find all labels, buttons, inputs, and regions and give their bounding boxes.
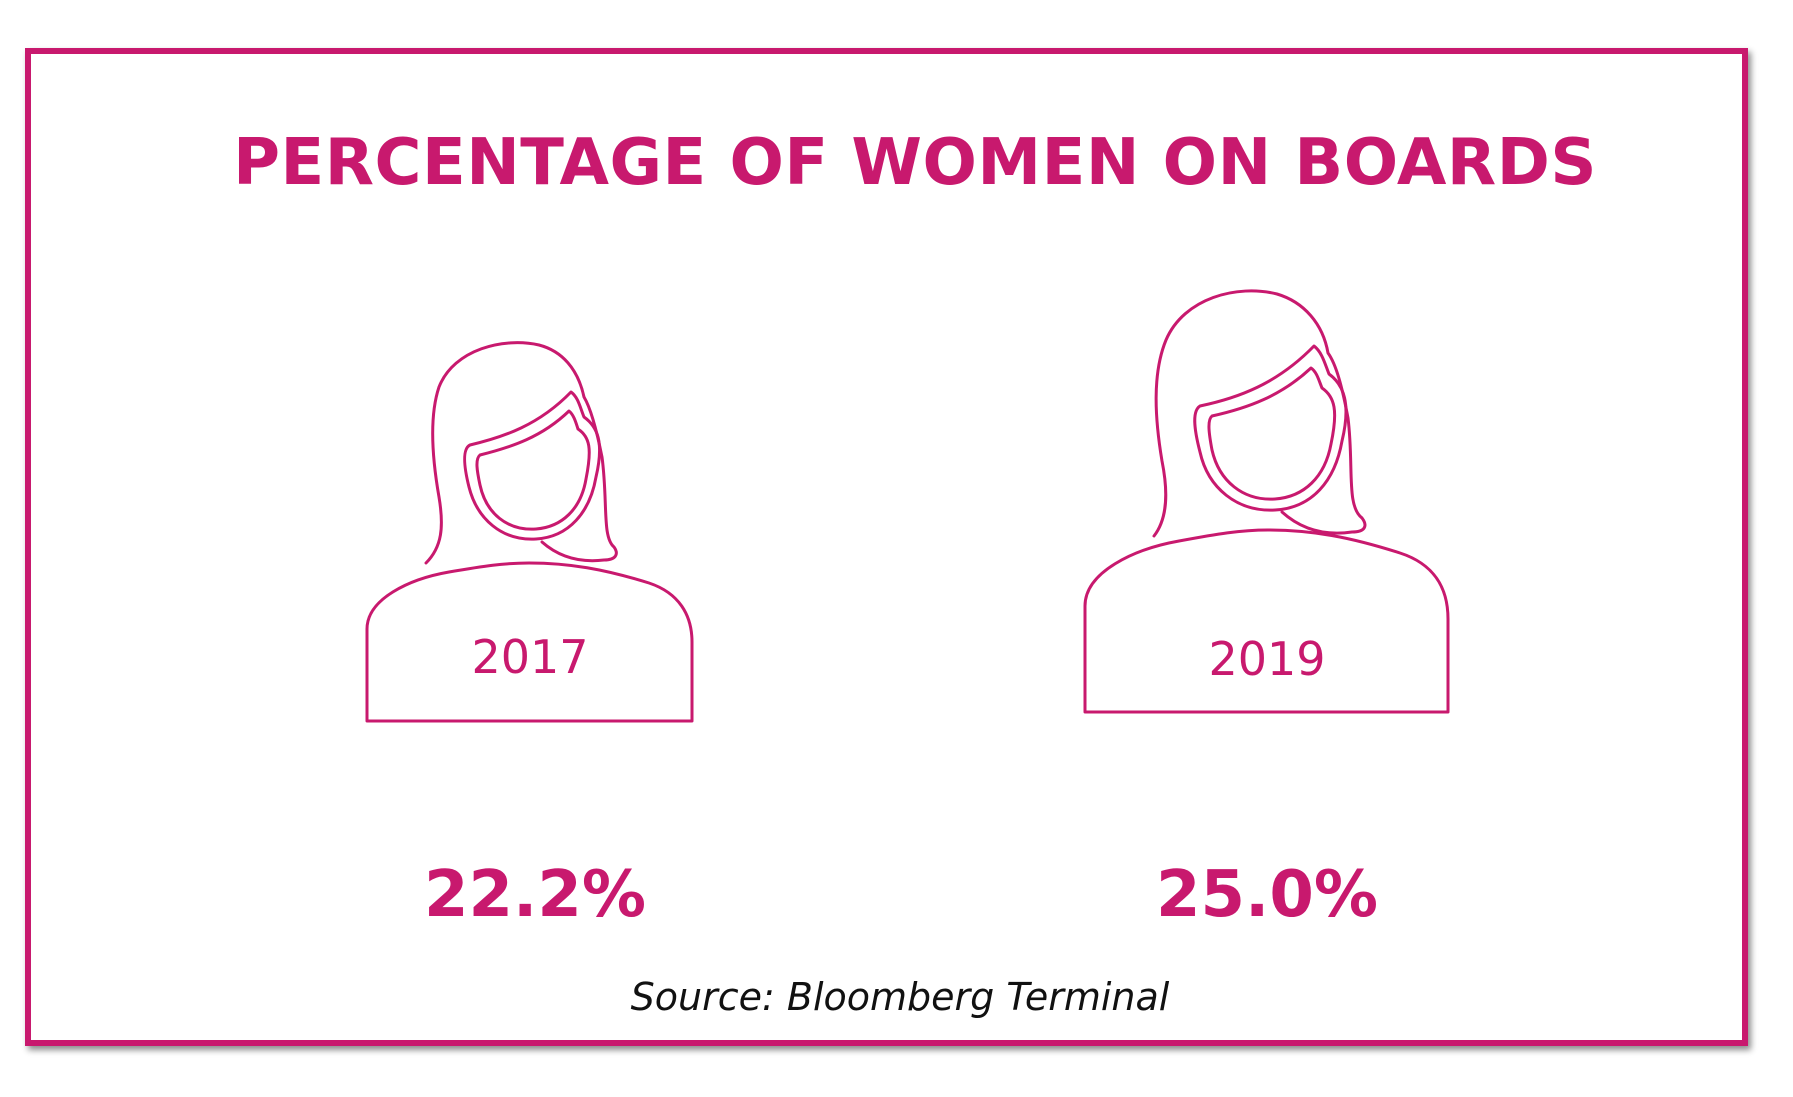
chart-title: PERCENTAGE OF WOMEN ON BOARDS — [233, 126, 1597, 200]
source-note: Source: Bloomberg Terminal — [630, 975, 1170, 1019]
value-label-2019: 25.0% — [1155, 858, 1379, 932]
infographic-frame — [25, 48, 1748, 1046]
woman-silhouette-icon-2017 — [365, 341, 694, 723]
value-label-2017: 22.2% — [423, 858, 647, 932]
woman-silhouette-icon-2019 — [1083, 289, 1450, 714]
year-label-2017: 2017 — [471, 630, 589, 684]
year-label-2019: 2019 — [1208, 632, 1326, 686]
